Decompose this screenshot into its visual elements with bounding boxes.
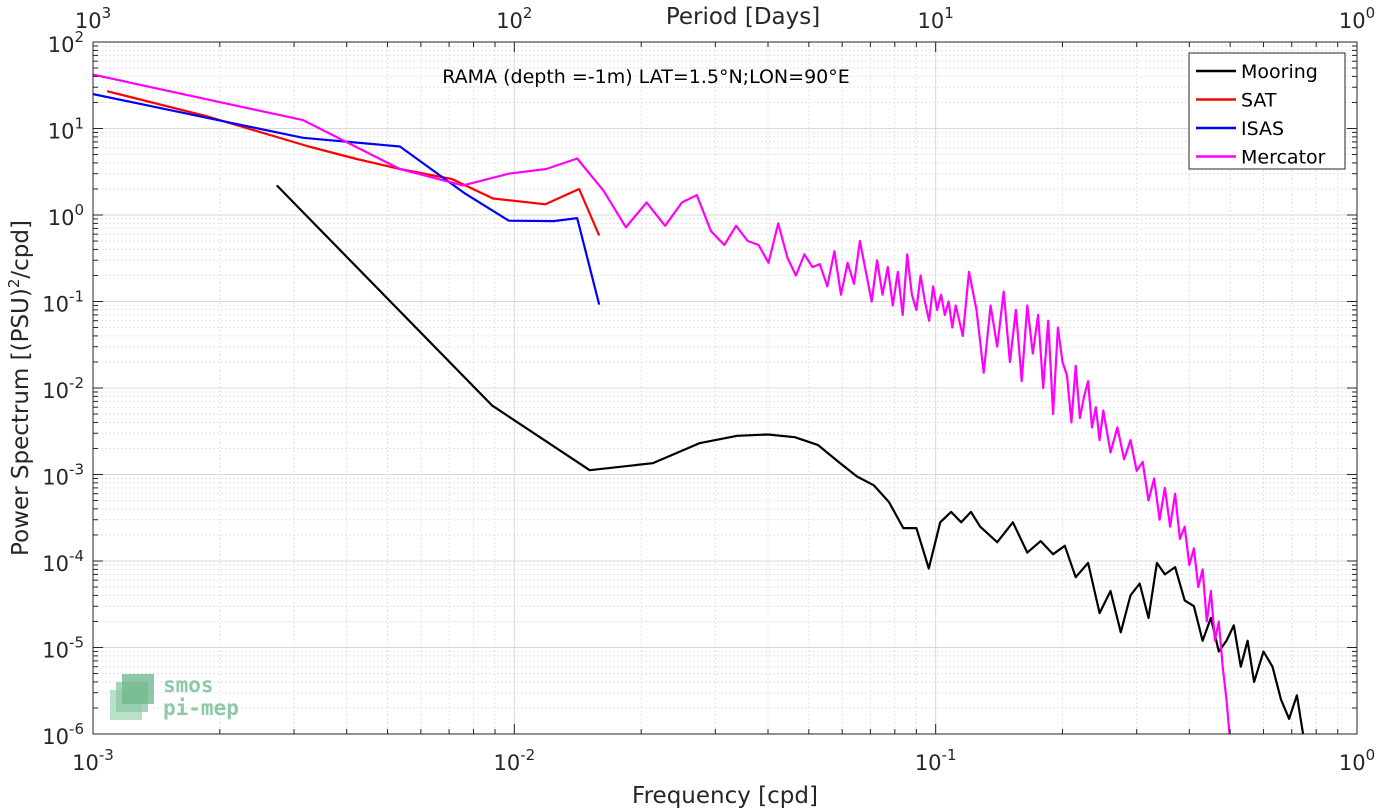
x2-tick-label: 103 xyxy=(75,4,111,33)
y-axis-label-main: Power Spectrum [(PSU) xyxy=(8,288,34,556)
series-lines xyxy=(93,73,1305,734)
y-tick-label: 101 xyxy=(48,115,84,144)
x-axis-label: Frequency [cpd] xyxy=(632,783,818,809)
chart-title: RAMA (depth =-1m) LAT=1.5°N;LON=90°E xyxy=(442,66,850,88)
y-axis-label-sup: 2 xyxy=(5,279,23,289)
watermark-text-2: pi-mep xyxy=(163,696,239,720)
watermark-logo: smos pi-mep xyxy=(110,673,239,720)
watermark-text-1: smos xyxy=(163,673,214,697)
y-tick-label: 100 xyxy=(48,201,84,230)
legend-label-sat: SAT xyxy=(1241,90,1277,112)
series-line-mooring xyxy=(276,184,1305,734)
x2-tick-label: 101 xyxy=(918,4,954,33)
x2-tick-label: 100 xyxy=(1339,4,1375,33)
x2-tick-label: 102 xyxy=(496,4,532,33)
series-line-sat xyxy=(106,90,601,236)
legend: Mooring SAT ISAS Mercator xyxy=(1188,52,1346,170)
y-tick-label: 10-5 xyxy=(42,634,84,663)
y-tick-label: 10-6 xyxy=(42,720,84,749)
legend-label-mooring: Mooring xyxy=(1241,61,1318,83)
series-line-mercator xyxy=(93,73,1231,734)
axis-ticks xyxy=(92,41,1358,735)
x-tick-label: 100 xyxy=(1339,746,1375,775)
legend-label-isas: ISAS xyxy=(1241,118,1284,140)
x-tick-label: 10-1 xyxy=(915,746,957,775)
y-axis-label: Power Spectrum [(PSU)2/cpd] xyxy=(5,220,34,556)
y-tick-label: 102 xyxy=(48,28,84,57)
legend-label-mercator: Mercator xyxy=(1241,147,1326,169)
y-tick-label: 10-4 xyxy=(42,547,84,576)
watermark-icon-top xyxy=(122,674,154,704)
y-tick-label: 10-2 xyxy=(42,374,84,403)
series-line-isas xyxy=(93,93,601,305)
x-tick-label: 10-3 xyxy=(72,746,114,775)
x-tick-label: 10-2 xyxy=(493,746,535,775)
y-tick-label: 10-3 xyxy=(42,461,84,490)
y-axis-label-end: /cpd] xyxy=(8,220,34,279)
top-axis-label: Period [Days] xyxy=(666,4,820,30)
legend-box xyxy=(1188,52,1346,170)
y-tick-label: 10-1 xyxy=(42,288,84,317)
